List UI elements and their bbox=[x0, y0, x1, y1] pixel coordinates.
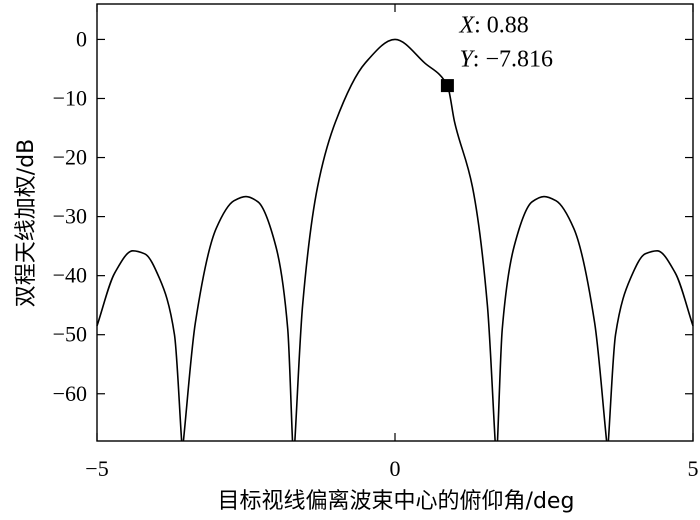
y-tick-label: −30 bbox=[53, 204, 87, 229]
annotation-y-value: : −7.816 bbox=[473, 47, 553, 73]
annotation-y-name: Y bbox=[459, 47, 475, 73]
plot-frame bbox=[96, 3, 694, 442]
y-tick-label: −20 bbox=[53, 145, 87, 170]
x-tick-label: 5 bbox=[688, 456, 699, 481]
y-tick-label: 0 bbox=[76, 26, 87, 51]
pattern-curve-lobe-1 bbox=[96, 250, 183, 442]
y-tick-label: −50 bbox=[53, 322, 87, 347]
annotation-x-readout: X: 0.88 bbox=[458, 13, 528, 39]
plot-area bbox=[96, 3, 694, 442]
annotation-y-readout: Y: −7.816 bbox=[459, 47, 553, 73]
y-tick-label: −10 bbox=[53, 85, 87, 110]
annotation-x-value: : 0.88 bbox=[474, 13, 529, 39]
axis-ticks bbox=[96, 4, 694, 441]
annotation-x-name: X bbox=[458, 13, 475, 39]
y-tick-label: −40 bbox=[53, 263, 87, 288]
x-tick-label: 0 bbox=[390, 456, 401, 481]
x-tick-label: −5 bbox=[85, 456, 108, 481]
data-cursor-annotation: X: 0.88 Y: −7.816 bbox=[440, 13, 553, 93]
tick-labels: 0−10−20−30−40−50−60−5 0 5 bbox=[53, 26, 699, 481]
pattern-curve-lobe-2 bbox=[182, 195, 294, 442]
x-axis-label: 目标视线偏离波束中心的俯仰角/deg bbox=[218, 489, 575, 514]
pattern-curve-lobe-3 bbox=[294, 38, 496, 442]
y-axis-label: 双程天线加权/dB bbox=[14, 139, 39, 307]
y-tick-label: −60 bbox=[53, 381, 87, 406]
data-cursor-marker bbox=[440, 79, 454, 93]
pattern-curve-lobe-4 bbox=[496, 195, 608, 442]
pattern-curve-lobe-5 bbox=[607, 250, 694, 442]
